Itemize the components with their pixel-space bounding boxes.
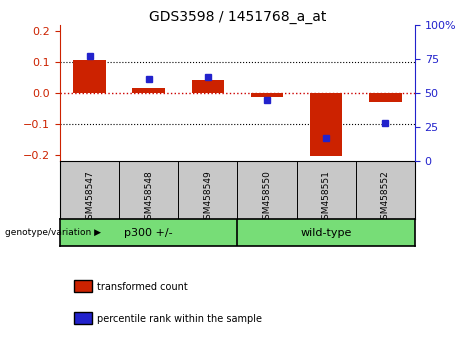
Text: genotype/variation ▶: genotype/variation ▶ xyxy=(5,228,100,237)
Bar xyxy=(369,93,402,102)
Bar xyxy=(192,80,224,93)
Bar xyxy=(73,61,106,93)
Text: GSM458550: GSM458550 xyxy=(262,170,272,225)
Title: GDS3598 / 1451768_a_at: GDS3598 / 1451768_a_at xyxy=(149,10,326,24)
Text: transformed count: transformed count xyxy=(97,282,188,292)
Text: GSM458547: GSM458547 xyxy=(85,170,94,224)
Bar xyxy=(310,93,343,156)
Text: percentile rank within the sample: percentile rank within the sample xyxy=(97,314,262,324)
Text: GSM458552: GSM458552 xyxy=(381,170,390,224)
Text: wild-type: wild-type xyxy=(301,228,352,238)
Bar xyxy=(251,93,283,97)
Text: p300 +/-: p300 +/- xyxy=(124,228,173,238)
Bar xyxy=(132,88,165,93)
Text: GSM458551: GSM458551 xyxy=(322,170,331,225)
Text: GSM458549: GSM458549 xyxy=(203,170,213,224)
Text: GSM458548: GSM458548 xyxy=(144,170,153,224)
